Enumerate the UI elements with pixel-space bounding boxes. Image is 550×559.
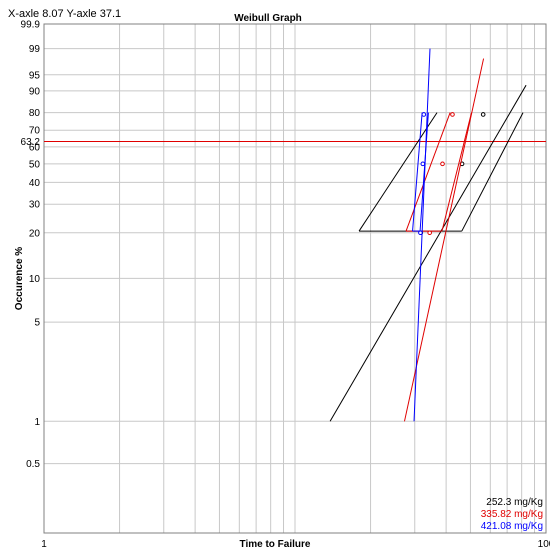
y-tick-label: 60 xyxy=(29,142,41,153)
series-fit-line xyxy=(329,84,527,422)
x-axis-label: Time to Failure xyxy=(240,539,311,550)
y-tick-label: 1 xyxy=(34,417,40,428)
reference-line-label: 63.2 xyxy=(21,137,41,148)
series-data-point xyxy=(450,112,455,117)
y-tick-label: 80 xyxy=(29,108,41,119)
y-tick-label: 20 xyxy=(29,228,41,239)
y-tick-label: 99.9 xyxy=(21,20,41,31)
series-data-point xyxy=(440,161,445,167)
y-axis-label: Occurence % xyxy=(14,247,25,310)
series-confidence-bound xyxy=(419,112,429,232)
y-tick-label: 70 xyxy=(29,126,41,137)
series-data-point xyxy=(427,230,432,236)
y-tick-label: 30 xyxy=(29,200,41,211)
legend-entry: 421.08 mg/Kg xyxy=(481,521,543,532)
series-data-point xyxy=(420,161,426,167)
x-tick-label: 1 xyxy=(41,539,47,550)
chart-title: Weibull Graph xyxy=(234,13,302,24)
series-confidence-bound xyxy=(405,112,451,232)
series-confidence-bound xyxy=(461,112,524,232)
y-tick-label: 5 xyxy=(34,318,40,329)
series-data-point xyxy=(418,230,423,236)
x-tick-label: 100 xyxy=(538,539,550,550)
y-tick-label: 40 xyxy=(29,178,41,189)
y-tick-label: 90 xyxy=(29,86,41,97)
y-tick-label: 0.5 xyxy=(26,459,40,470)
series-fit-line xyxy=(413,48,431,422)
legend-entry: 252.3 mg/Kg xyxy=(486,497,543,508)
series-confidence-bound xyxy=(358,112,438,232)
coordinate-readout: X-axle 8.07 Y-axle 37.1 xyxy=(8,8,122,20)
y-tick-label: 95 xyxy=(29,70,41,81)
series-data-point xyxy=(421,112,427,117)
y-tick-label: 50 xyxy=(29,159,41,170)
series-confidence-bound xyxy=(441,112,473,232)
y-tick-label: 99 xyxy=(29,44,41,55)
series-data-point xyxy=(480,112,486,117)
legend-entry: 335.82 mg/Kg xyxy=(481,509,543,520)
plot-frame xyxy=(43,23,547,534)
y-tick-label: 10 xyxy=(29,274,41,285)
series-confidence-bound xyxy=(412,112,423,232)
